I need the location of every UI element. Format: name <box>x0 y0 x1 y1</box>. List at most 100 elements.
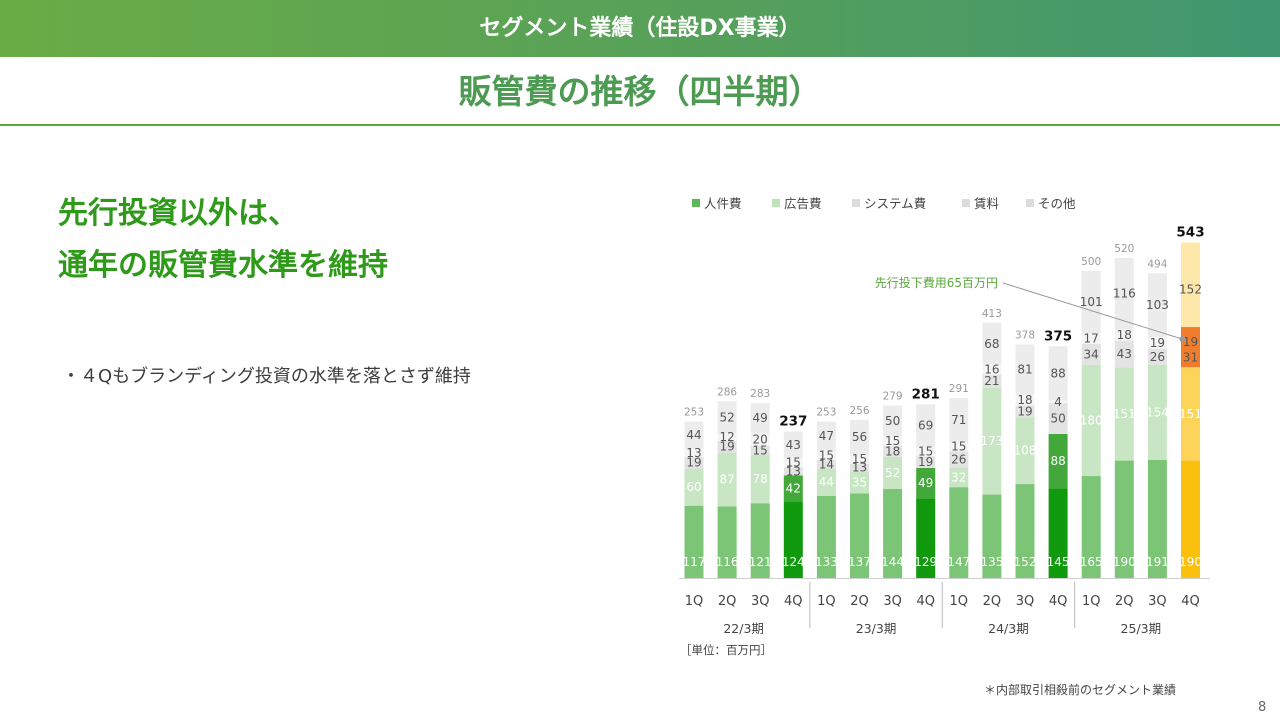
bar-segment <box>750 445 770 456</box>
x-tick-label: 1Q <box>817 594 836 609</box>
total-label: 291 <box>949 383 969 395</box>
total-label: 286 <box>717 386 737 398</box>
data-label: 151 <box>1113 407 1136 421</box>
data-label: 144 <box>881 555 904 569</box>
bar-segment <box>850 419 869 455</box>
data-label: 15 <box>852 452 867 466</box>
data-label: 19 <box>686 456 701 470</box>
x-tick-label: 4Q <box>1049 594 1068 609</box>
data-label: 180 <box>1080 413 1103 427</box>
data-label: 44 <box>686 428 701 442</box>
bar-segment <box>783 501 803 578</box>
data-label: 13 <box>786 464 801 478</box>
legend-swatch <box>852 199 860 207</box>
data-label: 137 <box>848 555 871 569</box>
bar-segment <box>684 456 704 469</box>
data-label: 19 <box>1017 404 1032 418</box>
data-label: 101 <box>1080 295 1103 309</box>
data-label: 81 <box>1017 362 1032 376</box>
bar-segment <box>850 493 869 578</box>
bar-segment <box>883 436 903 446</box>
bar-segment <box>717 433 737 441</box>
bar-segment <box>750 403 770 434</box>
x-tick-label: 4Q <box>916 594 935 609</box>
data-label: 52 <box>885 466 900 480</box>
total-label: 413 <box>982 308 1002 320</box>
data-label: 50 <box>1050 412 1065 426</box>
total-label: 378 <box>1015 329 1035 341</box>
bar-segment <box>750 455 770 504</box>
bar-segment <box>717 506 737 578</box>
headline-line-2: 通年の販管費水準を維持 <box>58 248 388 283</box>
x-tick-label: 3Q <box>1148 594 1167 609</box>
total-label: 281 <box>912 386 940 402</box>
page-number: 8 <box>1258 700 1267 715</box>
x-tick-label: 3Q <box>1016 594 1035 609</box>
total-label: 283 <box>750 388 770 400</box>
data-label: 190 <box>1179 555 1202 569</box>
total-label: 279 <box>883 391 903 403</box>
total-label: 494 <box>1147 258 1167 270</box>
data-label: 13 <box>686 446 701 460</box>
bar-segment <box>783 467 803 476</box>
total-label: 253 <box>684 407 704 419</box>
bar-segment <box>1181 460 1200 578</box>
data-label: 17 <box>1084 332 1099 346</box>
legend-label: 賃料 <box>974 196 1000 211</box>
bar-segment <box>1114 367 1134 461</box>
data-label: 56 <box>852 430 867 444</box>
bar-segment <box>982 322 1002 365</box>
data-label: 12 <box>719 430 734 444</box>
data-label: 88 <box>1050 454 1065 468</box>
bar-segment <box>1181 367 1200 461</box>
bar-segment <box>916 456 936 468</box>
total-label: 253 <box>816 407 836 419</box>
bar-segment <box>1015 394 1035 406</box>
bar-segment <box>1048 434 1068 489</box>
data-label: 103 <box>1146 298 1169 312</box>
bar-segment <box>1114 460 1134 578</box>
data-label: 26 <box>1150 350 1165 364</box>
bar-segment <box>1015 417 1035 485</box>
bar-segment <box>916 446 936 457</box>
bar-segment <box>750 433 770 446</box>
bar-segment <box>850 454 869 464</box>
bar-segment <box>916 498 936 578</box>
data-label: 15 <box>753 443 768 457</box>
data-label: 135 <box>980 555 1003 569</box>
data-label: 19 <box>719 440 734 454</box>
legend-label: その他 <box>1038 196 1076 211</box>
period-label: 22/3期 <box>723 621 764 636</box>
x-tick-label: 1Q <box>685 594 704 609</box>
data-label: 35 <box>852 476 867 490</box>
headline: 先行投資以外は、 通年の販管費水準を維持 <box>58 188 388 292</box>
bar-segment <box>684 448 704 457</box>
x-tick-label: 3Q <box>883 594 902 609</box>
callout-dot <box>1179 336 1186 343</box>
bar-segment <box>883 445 903 457</box>
bar-segment <box>949 467 969 488</box>
bar-segment <box>1081 343 1101 365</box>
bar-segment <box>717 401 737 434</box>
bar-segment <box>783 475 803 502</box>
bar-segment <box>1147 364 1167 460</box>
bar-segment <box>949 398 969 443</box>
bar-segment <box>1048 403 1068 435</box>
bar-segment <box>1081 476 1101 578</box>
bar-segment <box>1015 484 1035 578</box>
period-label: 25/3期 <box>1121 621 1162 636</box>
bar-segment <box>949 451 969 468</box>
x-tick-label: 2Q <box>850 594 869 609</box>
data-label: 43 <box>786 438 801 452</box>
total-label: 543 <box>1176 224 1204 240</box>
data-label: 31 <box>1183 351 1198 365</box>
data-label: 152 <box>1179 282 1202 296</box>
unit-label: ［単位：百万円］ <box>680 643 772 657</box>
callout-leader <box>1002 282 1183 340</box>
data-label: 191 <box>1146 555 1169 569</box>
bar-segment <box>717 452 737 507</box>
headline-line-1: 先行投資以外は、 <box>58 196 298 231</box>
data-label: 116 <box>716 555 739 569</box>
bar-segment <box>684 505 704 578</box>
page-title: 販管費の推移（四半期） <box>458 72 822 111</box>
